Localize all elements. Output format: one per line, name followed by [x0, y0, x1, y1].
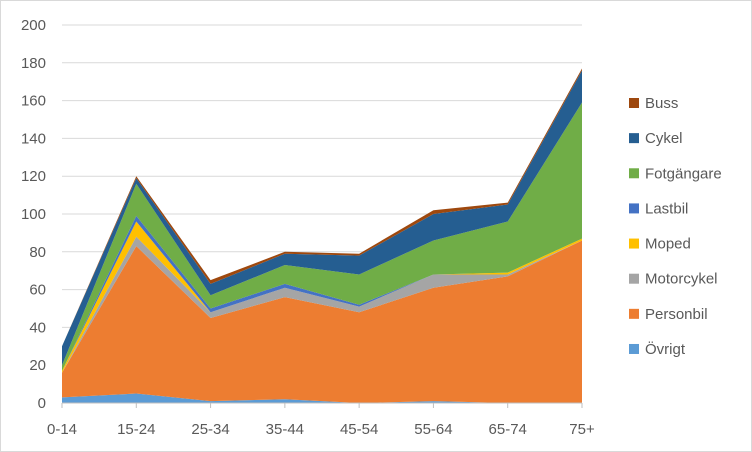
legend-swatch-övrigt — [629, 343, 639, 354]
legend-label-personbil: Personbil — [645, 306, 708, 323]
legend-label-lastbil: Lastbil — [645, 200, 688, 217]
x-tick-label-75+: 75+ — [569, 421, 595, 438]
y-tick-label-180: 180 — [21, 55, 46, 72]
x-tick-label-15-24: 15-24 — [117, 421, 155, 438]
x-tick-label-65-74: 65-74 — [489, 421, 527, 438]
legend-swatch-cykel — [629, 133, 639, 144]
legend: Buss Cykel Fotgängare Lastbil Moped Motorcyke… — [629, 95, 722, 358]
area-series-group — [62, 68, 582, 403]
legend-swatch-personbil — [629, 308, 639, 319]
y-tick-label-200: 200 — [21, 17, 46, 34]
legend-label-övrigt: Övrigt — [645, 340, 686, 358]
legend-label-cykel: Cykel — [645, 130, 683, 147]
legend-swatch-moped — [629, 238, 639, 249]
legend-swatch-buss — [629, 98, 639, 108]
x-tick-label-0-14: 0-14 — [47, 421, 77, 438]
legend-swatch-motorcykel — [629, 273, 639, 284]
area-series-buss — [62, 68, 582, 347]
area-series-fotgängare — [62, 102, 582, 371]
y-tick-label-0: 0 — [38, 395, 46, 412]
y-tick-label-20: 20 — [29, 357, 46, 374]
legend-swatch-lastbil — [629, 203, 639, 214]
legend-label-moped: Moped — [645, 236, 691, 253]
area-series-personbil — [62, 240, 582, 403]
y-tick-label-100: 100 — [21, 206, 46, 223]
y-tick-label-40: 40 — [29, 319, 46, 336]
y-tick-label-140: 140 — [21, 130, 46, 147]
area-series-cykel — [62, 70, 582, 366]
legend-swatch-fotgängare — [629, 168, 639, 179]
x-tick-label-55-64: 55-64 — [414, 421, 452, 438]
x-tick-label-25-34: 25-34 — [191, 421, 229, 438]
y-tick-label-160: 160 — [21, 93, 46, 110]
area-series-övrigt — [62, 393, 582, 403]
legend-label-motorcykel: Motorcykel — [645, 271, 718, 288]
legend-label-fotgängare: Fotgängare — [645, 165, 722, 182]
y-tick-label-60: 60 — [29, 282, 46, 299]
x-tick-label-45-54: 45-54 — [340, 421, 378, 438]
y-tick-label-120: 120 — [21, 168, 46, 185]
legend-label-buss: Buss — [645, 95, 678, 112]
area-series-motorcykel — [62, 236, 582, 373]
y-tick-label-80: 80 — [29, 244, 46, 261]
x-tick-label-35-44: 35-44 — [266, 421, 304, 438]
